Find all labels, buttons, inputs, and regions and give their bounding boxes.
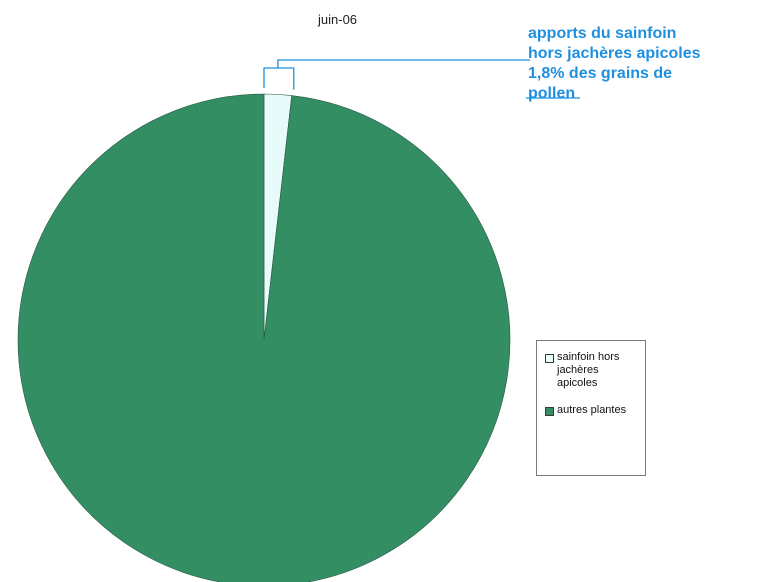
- callout-bracket: [263, 67, 295, 90]
- annotation-line-4: pollen: [528, 85, 576, 102]
- legend-label-sainfoin: sainfoin hors jachères apicoles: [557, 351, 620, 389]
- annotation-line-3: 1,8% des grains de: [528, 65, 673, 82]
- legend-label-autres-plantes: autres plantes: [557, 404, 627, 416]
- legend-item-autres-plantes: autres plantes: [545, 404, 641, 417]
- annotation-line-2: hors jachères apicoles: [528, 45, 701, 62]
- legend-swatch-sainfoin: [545, 354, 554, 363]
- legend-swatch-autres-plantes: [545, 407, 554, 416]
- callout-leader-line: [277, 59, 530, 68]
- chart-legend: sainfoin hors jachères apicoles autres p…: [536, 340, 646, 476]
- legend-item-sainfoin: sainfoin hors jachères apicoles: [545, 351, 641, 390]
- chart-title: juin-06: [318, 12, 358, 27]
- annotation-callout: [263, 59, 580, 99]
- pie-slices: [17, 93, 511, 582]
- slice-annotation: apports du sainfoin hors jachères apicol…: [528, 24, 758, 104]
- pie-slice-autres-plantes: [17, 93, 511, 582]
- annotation-line-1: apports du sainfoin: [528, 25, 677, 42]
